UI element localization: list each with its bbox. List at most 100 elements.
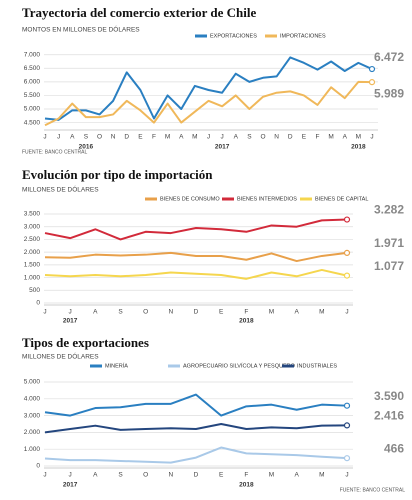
series-line — [44, 423, 348, 434]
x-tick-label: O — [97, 134, 102, 141]
x-tick-label: M — [192, 134, 197, 141]
x-tick-label: O — [143, 309, 148, 316]
x-tick-label: M — [269, 472, 274, 479]
y-tick-label: 5.500 — [24, 92, 41, 99]
x-tick-label: D — [194, 309, 199, 316]
y-tick-label: 5.000 — [24, 106, 41, 113]
x-tick-label: S — [84, 134, 89, 141]
year-label: 2018 — [239, 482, 254, 489]
x-tick-label: J — [43, 309, 46, 316]
chart-title: Evolución por tipo de importación — [22, 167, 213, 182]
y-tick-label: 3.500 — [24, 211, 41, 218]
x-tick-label: E — [219, 309, 224, 316]
y-tick-label: 4.500 — [24, 119, 41, 126]
y-tick-label: 5.000 — [24, 379, 41, 386]
x-tick-label: F — [244, 472, 248, 479]
x-tick-label: E — [138, 134, 143, 141]
x-tick-label: A — [179, 134, 184, 141]
value-label: 5.989 — [374, 86, 404, 100]
x-tick-label: S — [118, 309, 123, 316]
value-label: 1.971 — [374, 236, 404, 250]
y-tick-label: 0 — [36, 463, 40, 470]
year-label: 2017 — [215, 144, 230, 151]
year-label: 2017 — [63, 318, 78, 325]
series-line — [44, 218, 348, 241]
y-tick-label: 7.000 — [24, 51, 41, 58]
chart-subtitle: MILLONES DE DÓLARES — [22, 185, 99, 194]
x-tick-label: A — [70, 134, 75, 141]
x-tick-label: F — [244, 309, 248, 316]
end-point — [343, 216, 351, 223]
series-line — [44, 446, 348, 464]
y-tick-label: 2.000 — [24, 429, 41, 436]
x-tick-label: M — [319, 472, 324, 479]
x-tick-label: A — [234, 134, 239, 141]
end-point — [343, 422, 351, 429]
legend-label: BIENES DE CONSUMO — [160, 196, 220, 202]
year-label: 2017 — [63, 482, 78, 489]
value-label: 3.282 — [374, 203, 404, 217]
x-tick-label: D — [288, 134, 293, 141]
year-label: 2016 — [79, 144, 94, 151]
x-tick-label: O — [260, 134, 265, 141]
x-tick-label: J — [43, 134, 46, 141]
x-tick-label: M — [269, 309, 274, 316]
x-tick-label: E — [302, 134, 307, 141]
end-point — [343, 402, 351, 409]
x-tick-label: F — [316, 134, 320, 141]
x-tick-label: M — [328, 134, 333, 141]
y-tick-label: 4.000 — [24, 396, 41, 403]
source: FUENTE: BANCO CENTRAL — [340, 487, 406, 493]
y-tick-label: 0 — [36, 300, 40, 307]
y-tick-label: 1.500 — [24, 262, 41, 269]
x-tick-label: J — [207, 134, 210, 141]
value-label: 1.077 — [374, 259, 404, 273]
chart-title: Trayectoria del comercio exterior de Chi… — [22, 5, 257, 20]
value-label: 466 — [384, 441, 404, 455]
x-tick-label: A — [93, 309, 98, 316]
x-tick-label: S — [118, 472, 123, 479]
x-tick-label: J — [57, 134, 60, 141]
y-tick-label: 6.500 — [24, 65, 41, 72]
x-tick-label: E — [219, 472, 224, 479]
x-tick-label: A — [343, 134, 348, 141]
y-tick-label: 3.000 — [24, 412, 41, 419]
y-tick-label: 3.000 — [24, 223, 41, 230]
x-tick-label: J — [370, 134, 373, 141]
x-tick-label: J — [69, 309, 72, 316]
x-tick-label: A — [294, 472, 299, 479]
value-label: 2.416 — [374, 409, 404, 423]
x-tick-label: S — [247, 134, 252, 141]
x-tick-label: O — [143, 472, 148, 479]
source: FUENTE: BANCO CENTRAL — [22, 149, 88, 155]
chart-subtitle: MONTOS EN MILLONES DE DÓLARES — [22, 25, 140, 34]
x-tick-label: N — [111, 134, 116, 141]
x-tick-label: J — [221, 134, 224, 141]
chart-title: Tipos de exportaciones — [22, 335, 149, 350]
x-tick-label: M — [319, 309, 324, 316]
y-tick-label: 6.000 — [24, 79, 41, 86]
end-point — [343, 249, 351, 256]
series-line — [44, 251, 348, 263]
series-line — [44, 56, 373, 121]
y-tick-label: 1.000 — [24, 446, 41, 453]
y-tick-label: 2.000 — [24, 249, 41, 256]
y-tick-label: 500 — [29, 287, 40, 294]
series-line — [44, 268, 348, 280]
end-point — [343, 272, 351, 279]
y-tick-label: 2.500 — [24, 236, 41, 243]
y-tick-label: 1.000 — [24, 274, 41, 281]
legend-label: BIENES DE CAPITAL — [315, 196, 368, 202]
value-label: 6.472 — [374, 50, 404, 64]
legend-label: INDUSTRIALES — [297, 363, 337, 369]
x-tick-label: N — [168, 472, 173, 479]
legend-label: BIENES INTERMEDIOS — [237, 196, 297, 202]
x-tick-label: J — [345, 472, 348, 479]
x-tick-label: M — [165, 134, 170, 141]
x-tick-label: D — [124, 134, 129, 141]
x-tick-label: M — [356, 134, 361, 141]
x-tick-label: N — [168, 309, 173, 316]
year-label: 2018 — [239, 318, 254, 325]
chart-subtitle: MILLONES DE DÓLARES — [22, 352, 99, 361]
